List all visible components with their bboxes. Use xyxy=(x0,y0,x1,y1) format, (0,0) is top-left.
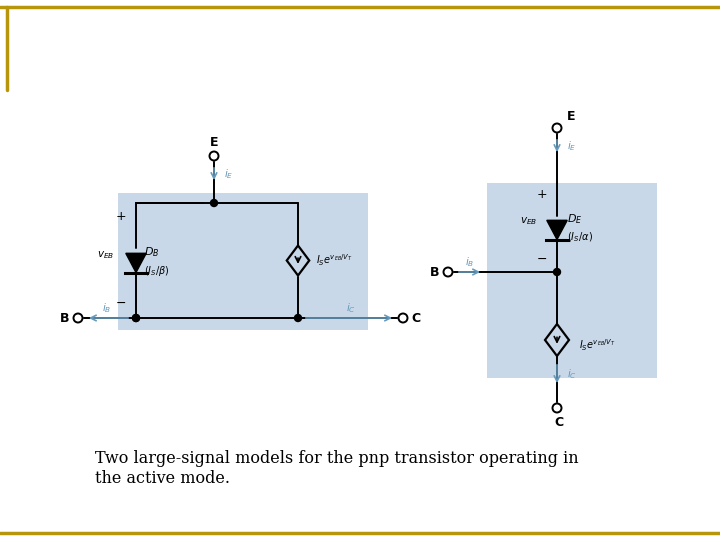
Circle shape xyxy=(398,314,408,322)
Circle shape xyxy=(210,152,218,160)
Text: $I_S e^{v_{EB}/V_T}$: $I_S e^{v_{EB}/V_T}$ xyxy=(579,337,616,353)
Circle shape xyxy=(210,199,217,206)
Circle shape xyxy=(552,124,562,132)
Text: B: B xyxy=(60,312,70,325)
Polygon shape xyxy=(546,220,567,240)
Circle shape xyxy=(554,268,560,275)
Text: $i_B$: $i_B$ xyxy=(102,301,112,315)
Text: C: C xyxy=(554,415,564,429)
Text: C: C xyxy=(411,312,420,325)
Text: E: E xyxy=(567,110,575,123)
Text: $D_E$: $D_E$ xyxy=(567,213,582,226)
Polygon shape xyxy=(126,253,146,273)
Text: E: E xyxy=(210,137,218,150)
Text: $v_{EB}$: $v_{EB}$ xyxy=(96,249,114,261)
Circle shape xyxy=(73,314,83,322)
Text: $-$: $-$ xyxy=(115,295,126,308)
Text: $I_S e^{v_{EB}/V_T}$: $I_S e^{v_{EB}/V_T}$ xyxy=(316,253,353,268)
Circle shape xyxy=(294,314,302,321)
Circle shape xyxy=(132,314,140,321)
Bar xyxy=(487,183,657,378)
Text: +: + xyxy=(536,188,547,201)
Text: +: + xyxy=(115,211,126,224)
Text: $-$: $-$ xyxy=(536,252,547,265)
Text: $i_B$: $i_B$ xyxy=(465,255,474,269)
Text: $(I_S/\alpha)$: $(I_S/\alpha)$ xyxy=(567,231,593,244)
Text: $(I_S/\beta)$: $(I_S/\beta)$ xyxy=(144,264,170,278)
Circle shape xyxy=(132,314,140,321)
Bar xyxy=(118,193,368,330)
Text: $i_C$: $i_C$ xyxy=(346,301,356,315)
Circle shape xyxy=(552,403,562,413)
Text: $D_B$: $D_B$ xyxy=(144,246,159,259)
Circle shape xyxy=(444,267,452,276)
Text: $i_C$: $i_C$ xyxy=(567,367,577,381)
Text: $i_E$: $i_E$ xyxy=(224,167,233,181)
Text: $i_E$: $i_E$ xyxy=(567,139,577,153)
Text: Two large-signal models for the pnp transistor operating in
the active mode.: Two large-signal models for the pnp tran… xyxy=(95,450,579,487)
Text: $v_{EB}$: $v_{EB}$ xyxy=(520,215,537,227)
Text: B: B xyxy=(431,266,440,279)
